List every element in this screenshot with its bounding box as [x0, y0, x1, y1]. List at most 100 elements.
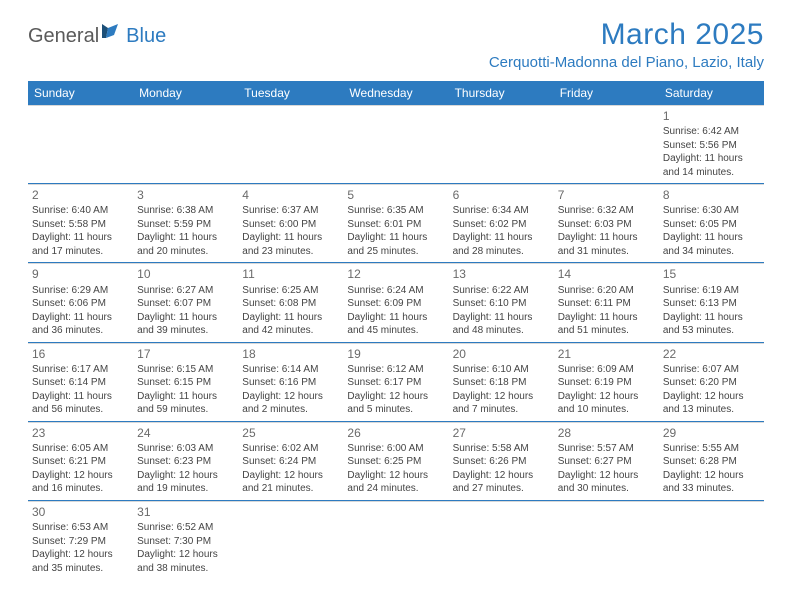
day-info-line: Daylight: 11 hours: [137, 390, 234, 404]
day-number: 25: [242, 425, 339, 441]
day-info-line: and 35 minutes.: [32, 562, 129, 576]
day-info-line: Sunset: 6:18 PM: [453, 376, 550, 390]
day-info-line: and 39 minutes.: [137, 324, 234, 338]
day-info-line: and 2 minutes.: [242, 403, 339, 417]
day-info-line: Sunrise: 6:10 AM: [453, 363, 550, 377]
day-info-line: Sunrise: 6:40 AM: [32, 204, 129, 218]
day-info-line: Sunrise: 5:58 AM: [453, 442, 550, 456]
day-info-line: Sunset: 6:13 PM: [663, 297, 760, 311]
day-number: 10: [137, 266, 234, 282]
day-number: 4: [242, 187, 339, 203]
day-info-line: Sunset: 6:06 PM: [32, 297, 129, 311]
calendar-week: 30Sunrise: 6:53 AMSunset: 7:29 PMDayligh…: [28, 501, 764, 579]
day-info-line: Sunrise: 6:17 AM: [32, 363, 129, 377]
day-info-line: Sunset: 6:25 PM: [347, 455, 444, 469]
day-info-line: and 30 minutes.: [558, 482, 655, 496]
day-info-line: Sunrise: 6:35 AM: [347, 204, 444, 218]
day-info-line: Sunset: 6:15 PM: [137, 376, 234, 390]
calendar-week: 16Sunrise: 6:17 AMSunset: 6:14 PMDayligh…: [28, 343, 764, 422]
day-number: 7: [558, 187, 655, 203]
day-number: 8: [663, 187, 760, 203]
calendar-cell: 17Sunrise: 6:15 AMSunset: 6:15 PMDayligh…: [133, 343, 238, 421]
calendar-cell-empty: [554, 105, 659, 183]
calendar-cell-empty: [343, 501, 448, 579]
calendar-cell: 11Sunrise: 6:25 AMSunset: 6:08 PMDayligh…: [238, 263, 343, 341]
day-info-line: and 56 minutes.: [32, 403, 129, 417]
day-info-line: Daylight: 12 hours: [242, 469, 339, 483]
calendar-cell-empty: [28, 105, 133, 183]
calendar-cell: 6Sunrise: 6:34 AMSunset: 6:02 PMDaylight…: [449, 184, 554, 262]
day-number: 19: [347, 346, 444, 362]
day-headers-row: SundayMondayTuesdayWednesdayThursdayFrid…: [28, 81, 764, 105]
day-info-line: Daylight: 11 hours: [347, 231, 444, 245]
day-info-line: Daylight: 12 hours: [347, 390, 444, 404]
day-number: 12: [347, 266, 444, 282]
day-info-line: Daylight: 11 hours: [663, 231, 760, 245]
day-number: 6: [453, 187, 550, 203]
day-info-line: Daylight: 12 hours: [663, 469, 760, 483]
day-info-line: and 21 minutes.: [242, 482, 339, 496]
day-info-line: and 42 minutes.: [242, 324, 339, 338]
day-number: 26: [347, 425, 444, 441]
day-info-line: Sunset: 6:19 PM: [558, 376, 655, 390]
day-number: 9: [32, 266, 129, 282]
day-number: 31: [137, 504, 234, 520]
calendar-cell: 18Sunrise: 6:14 AMSunset: 6:16 PMDayligh…: [238, 343, 343, 421]
day-info-line: Daylight: 12 hours: [347, 469, 444, 483]
day-info-line: and 24 minutes.: [347, 482, 444, 496]
day-info-line: Daylight: 12 hours: [242, 390, 339, 404]
day-info-line: Sunset: 5:56 PM: [663, 139, 760, 153]
day-info-line: Sunset: 6:26 PM: [453, 455, 550, 469]
day-number: 23: [32, 425, 129, 441]
calendar-cell: 30Sunrise: 6:53 AMSunset: 7:29 PMDayligh…: [28, 501, 133, 579]
calendar-cell-empty: [133, 105, 238, 183]
day-info-line: Sunset: 6:11 PM: [558, 297, 655, 311]
day-number: 18: [242, 346, 339, 362]
day-info-line: and 51 minutes.: [558, 324, 655, 338]
day-info-line: Sunrise: 6:38 AM: [137, 204, 234, 218]
day-info-line: Daylight: 12 hours: [32, 469, 129, 483]
calendar-cell: 29Sunrise: 5:55 AMSunset: 6:28 PMDayligh…: [659, 422, 764, 500]
day-number: 16: [32, 346, 129, 362]
day-info-line: and 36 minutes.: [32, 324, 129, 338]
calendar-week: 1Sunrise: 6:42 AMSunset: 5:56 PMDaylight…: [28, 105, 764, 184]
calendar-week: 23Sunrise: 6:05 AMSunset: 6:21 PMDayligh…: [28, 422, 764, 501]
calendar-cell-empty: [343, 105, 448, 183]
day-info-line: Sunrise: 5:57 AM: [558, 442, 655, 456]
day-info-line: Daylight: 11 hours: [242, 311, 339, 325]
calendar-cell-empty: [449, 501, 554, 579]
flag-icon: [102, 24, 124, 45]
calendar-cell: 10Sunrise: 6:27 AMSunset: 6:07 PMDayligh…: [133, 263, 238, 341]
header: General Blue March 2025 Cerquotti-Madonn…: [28, 18, 764, 71]
day-info-line: Daylight: 12 hours: [137, 548, 234, 562]
calendar-cell: 14Sunrise: 6:20 AMSunset: 6:11 PMDayligh…: [554, 263, 659, 341]
day-info-line: Sunrise: 6:32 AM: [558, 204, 655, 218]
calendar-cell: 23Sunrise: 6:05 AMSunset: 6:21 PMDayligh…: [28, 422, 133, 500]
calendar-cell: 3Sunrise: 6:38 AMSunset: 5:59 PMDaylight…: [133, 184, 238, 262]
day-info-line: Sunset: 6:20 PM: [663, 376, 760, 390]
day-info-line: Sunrise: 6:03 AM: [137, 442, 234, 456]
day-info-line: Sunrise: 6:24 AM: [347, 284, 444, 298]
day-info-line: and 7 minutes.: [453, 403, 550, 417]
day-number: 5: [347, 187, 444, 203]
day-info-line: Sunrise: 6:29 AM: [32, 284, 129, 298]
day-info-line: and 5 minutes.: [347, 403, 444, 417]
day-info-line: Sunset: 6:01 PM: [347, 218, 444, 232]
calendar-cell: 31Sunrise: 6:52 AMSunset: 7:30 PMDayligh…: [133, 501, 238, 579]
day-info-line: Sunrise: 6:27 AM: [137, 284, 234, 298]
day-info-line: Sunrise: 6:52 AM: [137, 521, 234, 535]
day-info-line: Sunset: 6:07 PM: [137, 297, 234, 311]
calendar-cell-empty: [238, 105, 343, 183]
calendar-cell: 9Sunrise: 6:29 AMSunset: 6:06 PMDaylight…: [28, 263, 133, 341]
day-info-line: Sunset: 7:30 PM: [137, 535, 234, 549]
day-info-line: Sunset: 6:09 PM: [347, 297, 444, 311]
day-info-line: Sunset: 6:24 PM: [242, 455, 339, 469]
calendar-cell: 15Sunrise: 6:19 AMSunset: 6:13 PMDayligh…: [659, 263, 764, 341]
day-info-line: and 34 minutes.: [663, 245, 760, 259]
day-info-line: Daylight: 11 hours: [32, 390, 129, 404]
day-info-line: Sunset: 6:05 PM: [663, 218, 760, 232]
calendar-cell: 4Sunrise: 6:37 AMSunset: 6:00 PMDaylight…: [238, 184, 343, 262]
day-info-line: Sunrise: 6:20 AM: [558, 284, 655, 298]
day-info-line: Sunset: 5:58 PM: [32, 218, 129, 232]
day-header: Friday: [554, 81, 659, 105]
